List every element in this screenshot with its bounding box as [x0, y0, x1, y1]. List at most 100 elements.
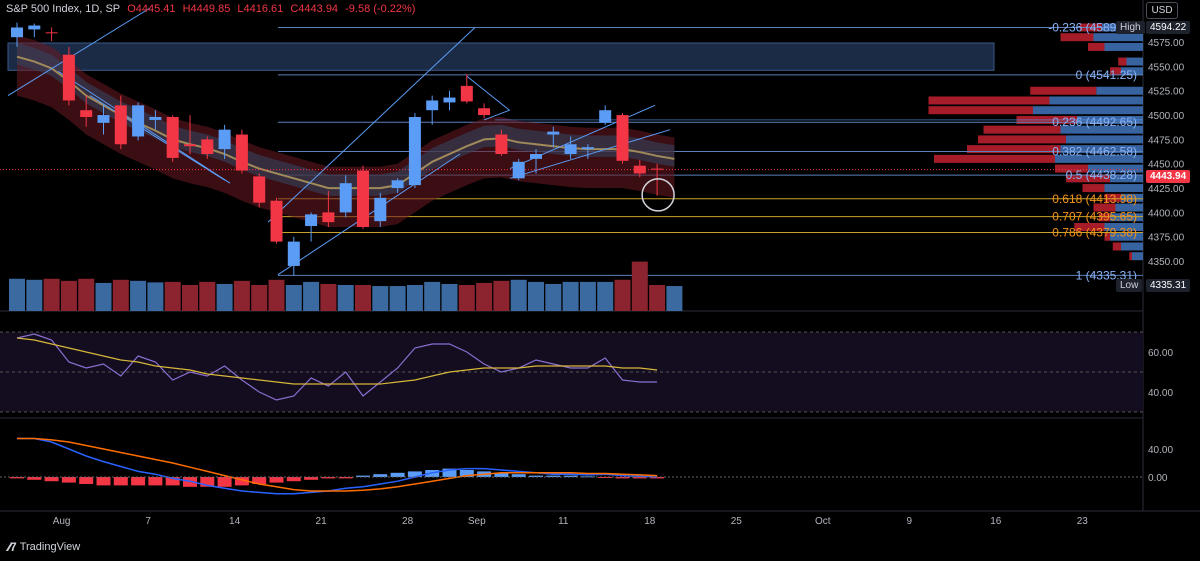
- fib-level-label: 0.236 (4492.65): [1052, 115, 1137, 129]
- time-tick-label: 14: [229, 516, 241, 527]
- volume-bar: [182, 285, 198, 311]
- volume-profile-down: [967, 145, 1061, 154]
- price-tick-label: 4500.00: [1148, 111, 1185, 122]
- candle-body: [408, 117, 421, 186]
- macd-histogram-bar: [252, 477, 267, 484]
- low-label-badge: Low: [1116, 279, 1143, 292]
- candle-body: [114, 105, 127, 145]
- candle-body: [357, 170, 369, 227]
- moving-average-band: [17, 43, 675, 196]
- candle-body: [62, 54, 75, 101]
- candle-body: [28, 25, 41, 30]
- volume-bar: [545, 283, 562, 311]
- candle-body: [305, 214, 318, 227]
- fib-level-label: 1 (4335.31): [1076, 268, 1137, 282]
- symbol-title[interactable]: S&P 500 Index, 1D, SP: [6, 3, 121, 15]
- price-tick-label: 4375.00: [1148, 233, 1185, 244]
- volume-bar: [355, 285, 371, 311]
- time-tick-label: 23: [1077, 516, 1089, 527]
- macd-histogram-bar: [113, 477, 128, 486]
- time-tick-label: 18: [644, 516, 656, 527]
- volume-profile-down: [1099, 213, 1110, 222]
- volume-profile-up: [1121, 67, 1143, 76]
- volume-bar: [631, 261, 648, 311]
- high-value-badge: 4594.22: [1146, 21, 1191, 34]
- currency-button[interactable]: USD: [1146, 2, 1178, 19]
- volume-bar: [372, 286, 389, 311]
- fib-level-label: 0 (4541.25): [1076, 68, 1137, 82]
- rsi-tick-label: 60.00: [1148, 348, 1173, 359]
- volume-profile-up: [1126, 57, 1143, 66]
- volume-profile-up: [1121, 242, 1143, 251]
- volume-profile-up: [1110, 232, 1143, 241]
- volume-profile-up: [1033, 106, 1143, 115]
- trendline: [7, 7, 151, 97]
- macd-histogram-bar: [356, 475, 370, 477]
- volume-profile-up: [1104, 42, 1143, 51]
- macd-histogram-bar: [650, 477, 665, 479]
- candle-body: [339, 183, 352, 213]
- candle-body: [460, 85, 473, 102]
- volume-bar: [666, 286, 683, 311]
- price-tick-label: 4525.00: [1148, 87, 1185, 98]
- candle-body: [270, 200, 283, 242]
- volume-bar: [510, 279, 527, 311]
- macd-histogram-bar: [234, 477, 249, 486]
- volume-bar: [60, 280, 77, 311]
- macd-histogram-bar: [61, 477, 76, 483]
- volume-profile-down: [1118, 57, 1127, 66]
- volume-profile-down: [1093, 203, 1116, 212]
- macd-histogram-bar: [632, 477, 647, 479]
- volume-bar: [164, 281, 181, 311]
- macd-histogram-bar: [165, 477, 180, 486]
- candle-body: [149, 117, 162, 120]
- candle-body: [495, 134, 508, 154]
- volume-profile-up: [1060, 145, 1143, 154]
- fib-level-label: -0.236 (4589.95): [1048, 21, 1137, 35]
- volume-bar: [579, 281, 596, 311]
- fib-level-label: 0.382 (4462.58): [1052, 144, 1137, 158]
- candle-body: [478, 108, 491, 116]
- macd-histogram-bar: [615, 477, 630, 479]
- volume-bar: [389, 286, 406, 311]
- fib-level-label: 0.786 (4379.38): [1052, 225, 1137, 239]
- time-tick-label: 11: [558, 516, 569, 527]
- macd-histogram-bar: [200, 477, 215, 487]
- close-value: C4443.94: [290, 3, 339, 15]
- volume-bar: [233, 280, 250, 311]
- macd-histogram-bar: [269, 477, 284, 483]
- volume-profile-down: [928, 96, 1050, 105]
- time-tick-label: 25: [731, 516, 743, 527]
- last-price-badge: 4443.94: [1146, 170, 1191, 183]
- low-value-badge: 4335.31: [1146, 279, 1191, 292]
- candle-body: [97, 115, 110, 123]
- macd-histogram-bar: [79, 477, 94, 484]
- volume-profile-up: [1060, 125, 1143, 134]
- candle-body: [287, 241, 300, 266]
- candle-body: [253, 176, 266, 203]
- tradingview-brand[interactable]: ⁄⁄7 TradingView: [8, 540, 80, 554]
- macd-histogram-bar: [459, 470, 474, 477]
- macd-tick-label: 40.00: [1148, 445, 1173, 456]
- macd-histogram-bar: [373, 474, 388, 477]
- macd-histogram-bar: [390, 472, 405, 477]
- trendline: [509, 129, 671, 179]
- volume-profile-down: [978, 135, 1066, 144]
- macd-histogram-bar: [148, 477, 163, 486]
- volume-profile-up: [1121, 193, 1143, 202]
- volume-profile-down: [1082, 184, 1105, 193]
- volume-bar: [476, 282, 493, 311]
- time-tick-label: Sep: [468, 516, 486, 527]
- volume-profile-up: [1110, 174, 1143, 183]
- time-tick-label: 9: [907, 516, 913, 527]
- volume-profile-up: [1049, 96, 1143, 105]
- macd-histogram-bar: [286, 477, 301, 482]
- volume-bar: [614, 279, 631, 311]
- macd-line: [17, 437, 658, 495]
- volume-bar: [458, 285, 475, 311]
- trendline: [466, 75, 511, 121]
- volume-profile-up: [1055, 154, 1143, 163]
- volume-profile-up: [1104, 223, 1143, 231]
- price-tick-label: 4550.00: [1148, 62, 1185, 73]
